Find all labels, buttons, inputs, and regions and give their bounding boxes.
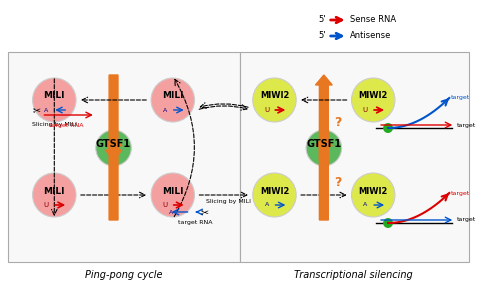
- Text: Ping-pong cycle: Ping-pong cycle: [84, 270, 162, 280]
- Circle shape: [253, 78, 296, 122]
- Text: MIWI2: MIWI2: [359, 92, 388, 100]
- Circle shape: [96, 130, 132, 166]
- Text: A: A: [44, 107, 48, 112]
- Text: Transcriptional silencing: Transcriptional silencing: [294, 270, 413, 280]
- Text: target: target: [451, 95, 470, 101]
- Text: GTSF1: GTSF1: [96, 139, 131, 149]
- Circle shape: [33, 173, 76, 217]
- Text: MILI: MILI: [162, 92, 183, 100]
- Text: MILI: MILI: [44, 92, 65, 100]
- Text: A: A: [363, 202, 368, 208]
- Circle shape: [253, 173, 296, 217]
- Circle shape: [151, 173, 194, 217]
- Text: A: A: [264, 202, 269, 208]
- Circle shape: [383, 218, 393, 228]
- Text: U: U: [44, 202, 49, 208]
- Circle shape: [151, 78, 194, 122]
- Text: U: U: [264, 107, 269, 113]
- FancyArrow shape: [105, 75, 122, 160]
- Text: ✂: ✂: [200, 207, 208, 217]
- Text: GTSF1: GTSF1: [306, 139, 341, 149]
- Text: ?: ?: [334, 116, 341, 128]
- Text: target: target: [457, 122, 476, 128]
- Bar: [8, 52, 240, 262]
- Bar: [240, 52, 469, 262]
- Text: Slicing by MILI: Slicing by MILI: [32, 122, 77, 127]
- FancyArrow shape: [315, 75, 332, 160]
- Text: target: target: [451, 190, 470, 196]
- Circle shape: [351, 78, 395, 122]
- Text: target RNA: target RNA: [178, 220, 213, 225]
- Text: target: target: [457, 218, 476, 223]
- Text: A: A: [163, 107, 167, 112]
- Text: target RNA: target RNA: [49, 123, 84, 128]
- Circle shape: [351, 173, 395, 217]
- Text: MIWI2: MIWI2: [260, 92, 289, 100]
- Text: U: U: [363, 107, 368, 113]
- FancyArrow shape: [315, 136, 332, 220]
- Text: MILI: MILI: [44, 187, 65, 196]
- Text: U: U: [162, 202, 168, 208]
- Circle shape: [33, 78, 76, 122]
- Text: ✂: ✂: [33, 105, 41, 115]
- Text: Slicing by MILI: Slicing by MILI: [206, 199, 252, 204]
- Text: MIWI2: MIWI2: [359, 187, 388, 196]
- Text: A: A: [168, 209, 173, 214]
- Text: ?: ?: [334, 176, 341, 190]
- Text: Antisense: Antisense: [349, 32, 391, 40]
- Circle shape: [306, 130, 342, 166]
- Circle shape: [383, 123, 393, 133]
- Text: MILI: MILI: [162, 187, 183, 196]
- Text: MIWI2: MIWI2: [260, 187, 289, 196]
- Text: Sense RNA: Sense RNA: [349, 16, 396, 25]
- Text: 5': 5': [318, 32, 326, 40]
- Text: 5': 5': [318, 16, 326, 25]
- FancyArrow shape: [105, 136, 122, 220]
